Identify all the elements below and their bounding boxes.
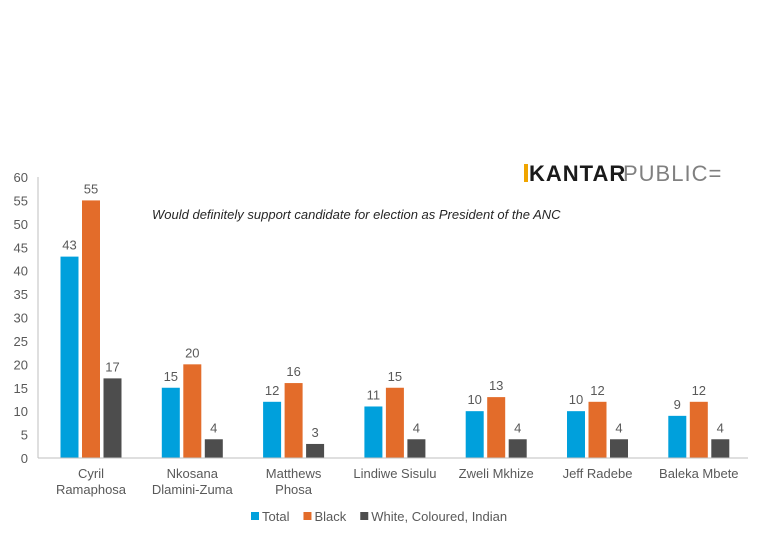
data-label: 12 [590,383,604,398]
bar [407,439,426,458]
data-label: 12 [265,383,279,398]
y-tick-label: 55 [14,193,28,208]
data-label: 4 [413,420,420,435]
bar [161,387,180,458]
y-tick-label: 0 [21,451,28,466]
bar [364,406,383,458]
bar [284,383,303,458]
data-label: 15 [388,369,402,384]
y-tick-label: 10 [14,404,28,419]
data-label: 13 [489,378,503,393]
bar [103,378,122,458]
y-tick-label: 45 [14,240,28,255]
data-label: 20 [185,345,199,360]
bar [306,443,325,458]
x-category-label: Jeff Radebe [563,466,633,481]
data-label: 11 [367,387,381,402]
y-tick-label: 25 [14,334,28,349]
data-label: 4 [717,420,724,435]
bar [711,439,730,458]
bar [183,364,202,458]
y-tick-label: 50 [14,217,28,232]
y-axis: 0 5 10 15 20 25 30 35 40 45 50 55 60 [14,170,39,466]
y-tick-label: 30 [14,311,28,326]
data-label: 3 [311,425,318,440]
chart-subtitle: Would definitely support candidate for e… [152,207,561,222]
logo-text-kantar: KANTAR [529,161,626,186]
legend-label: Total [262,509,290,524]
logo-text-public: PUBLIC= [623,161,722,186]
x-category-label: Phosa [275,482,313,497]
x-category-label: Matthews [266,466,322,481]
bar [204,439,223,458]
bar [610,439,628,458]
y-tick-label: 35 [14,287,28,302]
data-label: 4 [210,420,217,435]
y-tick-label: 5 [21,428,28,443]
data-label: 17 [105,359,119,374]
bar [588,401,607,458]
bars-group: 43 55 17 15 20 4 12 16 3 11 15 4 10 13 4 10 12 4 9 12 4 [60,181,730,458]
legend-swatch [251,512,259,520]
bar [508,439,527,458]
bar [60,256,79,458]
x-category-label: Baleka Mbete [659,466,739,481]
x-category-label: Nkosana [167,466,219,481]
bar [263,401,282,458]
bar [385,387,404,458]
y-tick-label: 40 [14,264,28,279]
x-category-label: Cyril [78,466,104,481]
x-category-label: Ramaphosa [56,482,127,497]
y-tick-label: 60 [14,170,28,185]
bar [668,415,687,458]
data-label: 16 [286,364,300,379]
legend-label: Black [314,509,346,524]
bar [567,411,585,458]
bar [689,401,708,458]
logo-accent-bar [524,164,528,182]
x-category-label: Zweli Mkhize [459,466,534,481]
y-tick-label: 20 [14,357,28,372]
y-tick-label: 15 [14,381,28,396]
data-label: 10 [467,392,481,407]
bar [487,397,506,458]
legend-swatch [303,512,312,520]
bar [82,200,100,458]
data-label: 15 [164,369,178,384]
legend-label: White, Coloured, Indian [371,509,507,524]
data-label: 4 [615,420,622,435]
data-label: 9 [674,397,681,412]
data-label: 55 [84,181,98,196]
x-category-label: Lindiwe Sisulu [353,466,436,481]
data-label: 4 [514,420,521,435]
data-label: 10 [569,392,583,407]
kantar-public-logo: KANTAR PUBLIC= [524,161,722,186]
bar [465,411,484,458]
legend: Total Black White, Coloured, Indian [251,509,507,524]
data-label: 43 [62,238,76,253]
data-label: 12 [692,383,706,398]
x-category-label: Dlamini-Zuma [152,482,234,497]
legend-swatch [360,512,369,520]
